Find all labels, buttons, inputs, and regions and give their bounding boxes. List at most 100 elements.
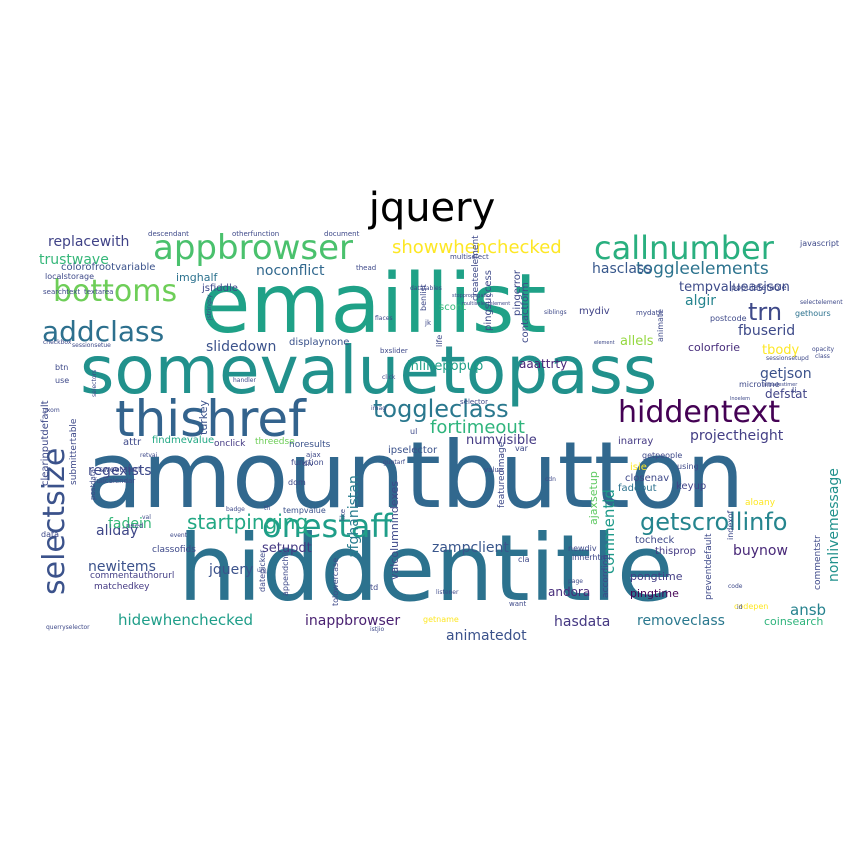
cloud-word: want — [509, 600, 526, 608]
cloud-word: class — [815, 353, 830, 360]
cloud-word: value — [484, 466, 503, 474]
cloud-word: getjson — [760, 366, 812, 382]
cloud-word: noconflict — [256, 263, 325, 279]
cloud-word: mydiv — [579, 306, 610, 317]
cloud-word: hiddentitle — [178, 515, 673, 622]
cloud-word: thead — [356, 264, 376, 272]
cloud-word: removeclass — [637, 613, 725, 629]
cloud-word: alipadestimer — [763, 382, 798, 388]
cloud-word: isie — [630, 462, 647, 473]
cloud-word: selectors — [91, 370, 98, 397]
cloud-word: tempvalue — [283, 506, 326, 515]
cloud-word: page — [568, 578, 583, 585]
cloud-word: findmevalue — [152, 435, 214, 446]
cloud-word: like — [339, 509, 347, 521]
cloud-word: function — [291, 458, 324, 467]
cloud-word: otherfunction — [232, 230, 279, 238]
cloud-word: fadein — [108, 516, 152, 532]
cloud-word: onclick — [214, 439, 246, 449]
cloud-word: btn — [55, 363, 68, 372]
cloud-word: siblings — [544, 309, 567, 316]
cloud-word: checkbox — [43, 339, 72, 346]
cloud-word: regexists — [88, 463, 152, 479]
cloud-word: submittertable — [69, 418, 79, 485]
cloud-word: fullcalendar — [94, 477, 135, 485]
cloud-word: mydate — [636, 309, 663, 317]
cloud-word: selector — [460, 398, 488, 406]
cloud-word: defstat — [765, 387, 808, 401]
cloud-word: aloany — [745, 498, 776, 508]
cloud-word: tocheck — [635, 535, 675, 546]
cloud-word: algir — [685, 293, 716, 309]
cloud-word: matchedkey — [94, 582, 150, 592]
cloud-word: um — [257, 567, 267, 574]
cloud-word: zampclient — [432, 540, 509, 556]
cloud-word: allels — [620, 334, 654, 349]
cloud-word: th — [264, 505, 270, 512]
cloud-word: projectheight — [690, 428, 784, 444]
cloud-word: createelement — [471, 235, 481, 301]
cloud-word: getname — [423, 615, 459, 624]
cloud-word: indexof — [726, 510, 735, 540]
cloud-word: gxom — [43, 407, 60, 414]
cloud-word: ipselector — [388, 445, 438, 456]
cloud-word: code — [728, 583, 743, 590]
cloud-word: retvai — [140, 452, 158, 459]
cloud-word: imag — [371, 405, 386, 412]
cloud-word: tolowercase — [331, 558, 340, 606]
cloud-word: commentauthorurl — [90, 571, 174, 581]
cloud-word: hiddentext — [618, 395, 780, 430]
cloud-word: multiselect — [450, 253, 489, 261]
cloud-word: startpinging — [187, 510, 308, 534]
cloud-word: val — [142, 514, 151, 521]
cloud-word: jquery — [208, 562, 253, 578]
cloud-word: hidewhenchecked — [118, 611, 253, 629]
cloud-word: threedse — [255, 437, 295, 447]
cloud-word: contactform — [520, 282, 531, 343]
cloud-word: buynow — [733, 543, 788, 559]
cloud-word: pongtime — [630, 570, 683, 583]
cloud-word: id — [737, 604, 743, 611]
cloud-word: benlist — [419, 284, 428, 311]
cloud-word: life — [435, 335, 444, 347]
cloud-word: pingerror — [512, 269, 523, 316]
cloud-word: querryselector — [46, 624, 90, 631]
cloud-word: getscrollinfo — [640, 508, 787, 536]
cloud-word: turkey — [197, 399, 210, 435]
cloud-word: imghalf — [176, 271, 219, 284]
cloud-word: setupdt — [262, 541, 312, 556]
cloud-word: onestaff — [262, 507, 393, 545]
cloud-word: event — [170, 532, 188, 539]
cloud-word: cla — [518, 555, 530, 564]
cloud-word: jstringsy — [206, 294, 213, 321]
cloud-word: allday — [96, 523, 138, 539]
cloud-word: scont — [439, 302, 466, 313]
cloud-word: opacity — [812, 346, 834, 353]
cloud-word: thishref — [115, 390, 307, 448]
cloud-word: datepicker — [258, 549, 267, 592]
cloud-word: animatedot — [446, 628, 527, 644]
cloud-word: attr — [123, 437, 142, 448]
cloud-word: fbuserid — [738, 323, 795, 339]
cloud-word: lnoelem — [730, 396, 750, 402]
cloud-word: ansb — [790, 601, 826, 619]
cloud-word: colorforie — [688, 341, 740, 354]
cloud-word: handler — [233, 377, 256, 384]
cloud-word: codepen — [734, 602, 768, 611]
cloud-word: element — [594, 340, 615, 346]
cloud-word: hasclass — [592, 261, 652, 277]
cloud-word: textarea — [84, 288, 113, 296]
cloud-word: displaynone — [289, 337, 349, 348]
cloud-word: jk — [424, 319, 432, 327]
cloud-word: numvisible — [466, 433, 537, 448]
wordcloud-title: jquery — [368, 185, 496, 231]
cloud-word: tempvalueasjson — [679, 280, 790, 295]
cloud-word: pingsuccess — [483, 270, 494, 331]
cloud-word: appendchild — [281, 547, 290, 596]
cloud-word: coinsearch — [764, 615, 823, 628]
cloud-word: addclass — [42, 315, 164, 348]
cloud-word: preventdefault — [704, 533, 714, 600]
cloud-word: trn — [748, 298, 782, 326]
cloud-word: showwhenchecked — [392, 237, 562, 258]
cloud-word: slidedown — [206, 339, 276, 355]
